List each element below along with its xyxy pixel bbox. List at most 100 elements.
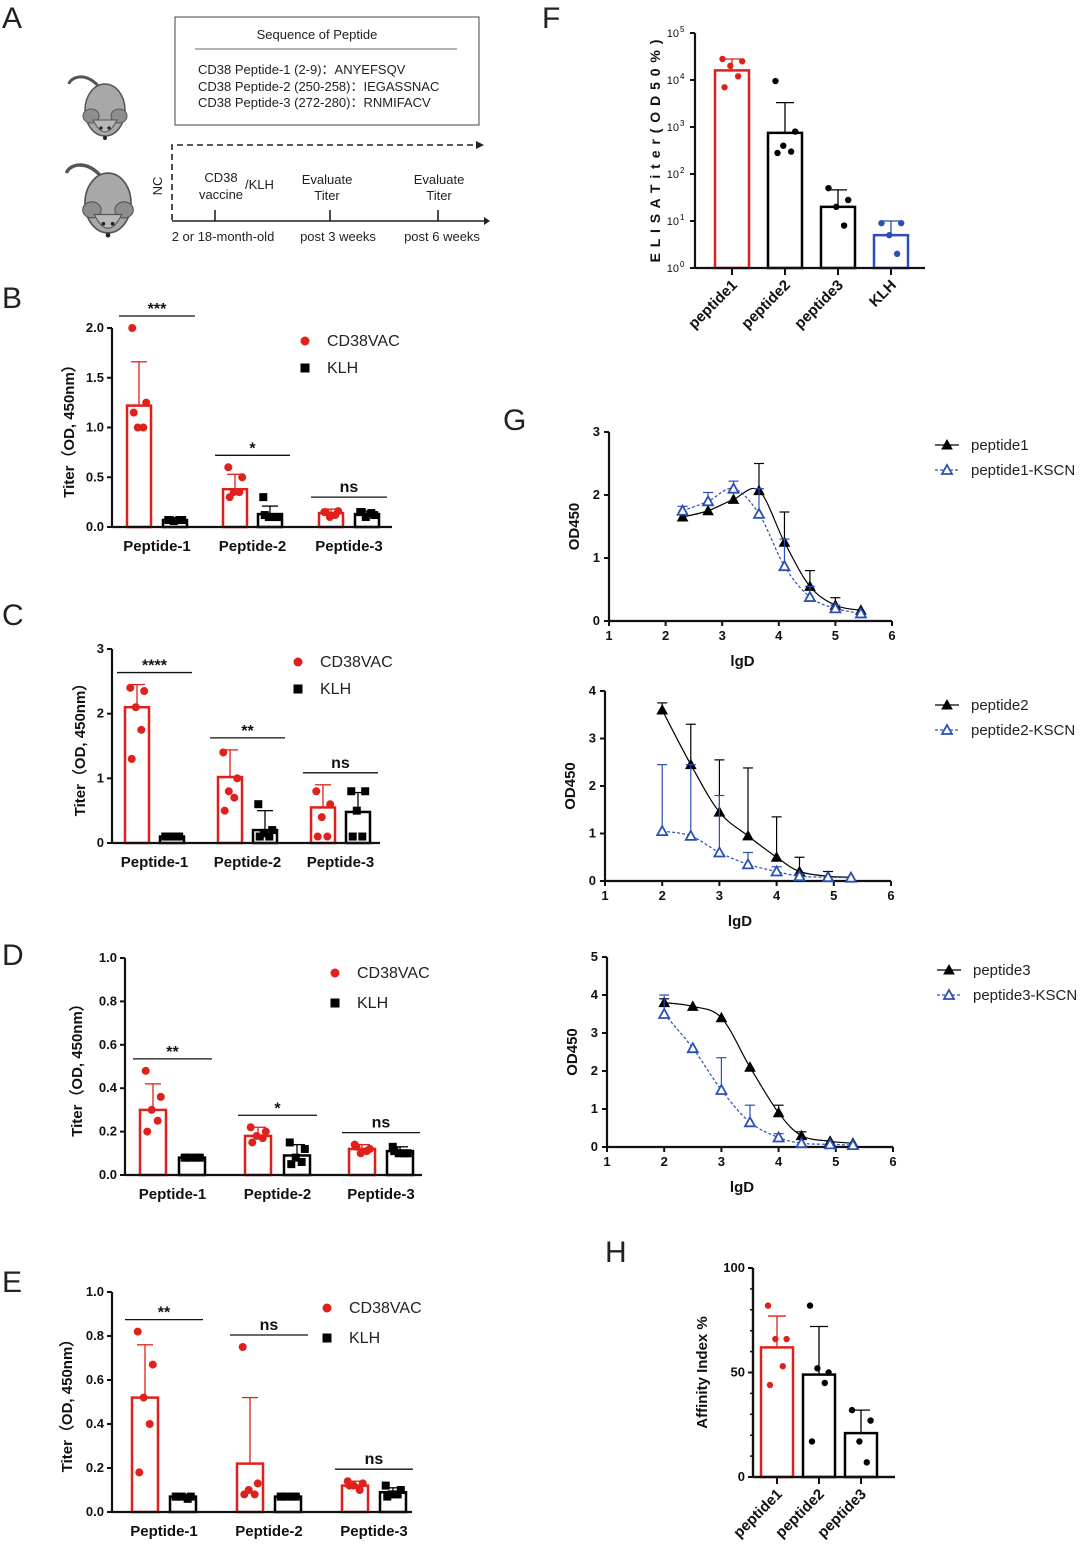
data-point bbox=[137, 725, 146, 734]
data-point bbox=[844, 870, 858, 883]
data-point bbox=[854, 606, 868, 619]
data-point bbox=[396, 1486, 405, 1494]
chart-panel-b: 0.0 0.5 1.0 1.5 2.0 Titer（OD, 450nm） Peptide-1… bbox=[60, 301, 400, 555]
y-tick-label: 0.4 bbox=[86, 1416, 105, 1431]
category-label: Peptide-1 bbox=[139, 1186, 207, 1203]
y-tick-label: 2 bbox=[589, 778, 596, 793]
significance-label: * bbox=[249, 440, 256, 457]
data-point bbox=[825, 184, 832, 192]
data-point bbox=[352, 806, 361, 815]
data-point bbox=[719, 55, 726, 63]
data-point bbox=[657, 1007, 671, 1019]
legend-label: KLH bbox=[327, 360, 358, 377]
timeline-label: 2 or 18-month-old bbox=[172, 229, 275, 244]
data-point bbox=[803, 590, 817, 602]
x-axis-label: lgD bbox=[730, 653, 754, 670]
data-point bbox=[255, 832, 264, 841]
y-tick-label: 0.0 bbox=[86, 1504, 104, 1519]
data-point bbox=[770, 864, 784, 877]
data-point bbox=[285, 1138, 294, 1147]
data-point bbox=[186, 1153, 195, 1162]
legend-label: CD38VAC bbox=[327, 333, 400, 350]
x-tick-label: 4 bbox=[773, 888, 781, 903]
panel-label-g: G bbox=[503, 404, 526, 437]
y-tick-label: 10 bbox=[667, 263, 679, 275]
data-point bbox=[792, 869, 807, 882]
x-tick-label: 2 bbox=[661, 1154, 668, 1169]
data-point bbox=[777, 559, 791, 572]
data-point bbox=[878, 219, 885, 227]
data-point bbox=[856, 1438, 863, 1445]
data-point bbox=[362, 1147, 371, 1156]
y-tick-label: 1 bbox=[591, 1101, 598, 1116]
data-point bbox=[814, 1365, 821, 1372]
data-point bbox=[253, 1479, 262, 1488]
data-point bbox=[352, 1142, 361, 1151]
bar bbox=[340, 1484, 370, 1514]
data-point bbox=[833, 203, 840, 211]
y-tick-label: 5 bbox=[591, 949, 598, 964]
data-point bbox=[330, 968, 340, 978]
legend-label: CD38VAC bbox=[357, 965, 430, 982]
data-point bbox=[293, 657, 303, 667]
y-tick-label: 0 bbox=[591, 1139, 598, 1154]
vaccine-label: CD38 bbox=[204, 170, 237, 185]
data-point bbox=[845, 196, 852, 204]
y-axis-label: OD450 bbox=[562, 762, 579, 810]
y-tick-exponent: 5 bbox=[680, 25, 685, 34]
data-point bbox=[230, 793, 239, 802]
y-tick-label: 1.0 bbox=[86, 420, 104, 435]
data-point bbox=[676, 511, 689, 522]
data-point bbox=[848, 1406, 856, 1414]
panel-label-h: H bbox=[605, 1236, 627, 1269]
data-point bbox=[139, 1393, 148, 1402]
data-point bbox=[686, 1000, 699, 1011]
x-tick-label: 2 bbox=[659, 888, 666, 903]
legend-label: KLH bbox=[357, 995, 388, 1012]
y-tick-label: 0 bbox=[738, 1469, 745, 1484]
evaluate-label: Titer bbox=[314, 188, 340, 203]
category-label: Peptide-1 bbox=[130, 1523, 198, 1540]
peptide-sequence: CD38 Peptide-2 (250-258)：IEGASSNAC bbox=[198, 79, 439, 94]
data-point bbox=[142, 398, 151, 407]
panel-labels: A B C D E F G H bbox=[2, 2, 627, 1299]
data-point bbox=[265, 832, 274, 841]
y-tick-label: 0 bbox=[593, 613, 600, 628]
data-point bbox=[126, 683, 135, 692]
data-point bbox=[326, 800, 335, 809]
data-point bbox=[780, 142, 787, 149]
x-tick-label: 4 bbox=[775, 628, 783, 643]
data-point bbox=[381, 1481, 390, 1490]
y-axis-label: Titer（OD, 450nm） bbox=[71, 676, 89, 817]
data-point bbox=[258, 1134, 267, 1143]
data-point bbox=[220, 806, 229, 815]
panel-label-f: F bbox=[542, 2, 560, 35]
significance-label: ns bbox=[365, 1451, 384, 1468]
klh-label: /KLH bbox=[245, 177, 274, 192]
data-point bbox=[156, 1092, 165, 1101]
evaluate-label: Titer bbox=[426, 188, 452, 203]
y-tick-label: 0.6 bbox=[99, 1037, 117, 1052]
sequence-title: Sequence of Peptide bbox=[257, 27, 378, 42]
data-point bbox=[772, 77, 779, 85]
data-point bbox=[741, 857, 755, 870]
significance-label: ns bbox=[372, 1115, 391, 1132]
data-point bbox=[140, 687, 149, 696]
data-point bbox=[225, 493, 234, 502]
data-point bbox=[261, 1127, 270, 1136]
data-point bbox=[219, 748, 228, 757]
data-point bbox=[387, 1490, 396, 1499]
y-tick-label: 10 bbox=[667, 216, 679, 228]
bar bbox=[713, 69, 751, 270]
y-tick-label: 2 bbox=[593, 487, 600, 502]
y-axis-label: OD450 bbox=[566, 503, 583, 551]
data-point bbox=[367, 509, 376, 518]
bar bbox=[130, 1396, 160, 1514]
category-label: Peptide-2 bbox=[214, 854, 282, 871]
charts: 0.0 0.5 1.0 1.5 2.0 Titer（OD, 450nm） Peptide-1… bbox=[58, 25, 1077, 1541]
data-point bbox=[358, 1479, 367, 1488]
y-tick-label: 3 bbox=[97, 641, 104, 656]
data-point bbox=[656, 703, 669, 715]
legend-label: peptide2-KSCN bbox=[971, 722, 1075, 739]
